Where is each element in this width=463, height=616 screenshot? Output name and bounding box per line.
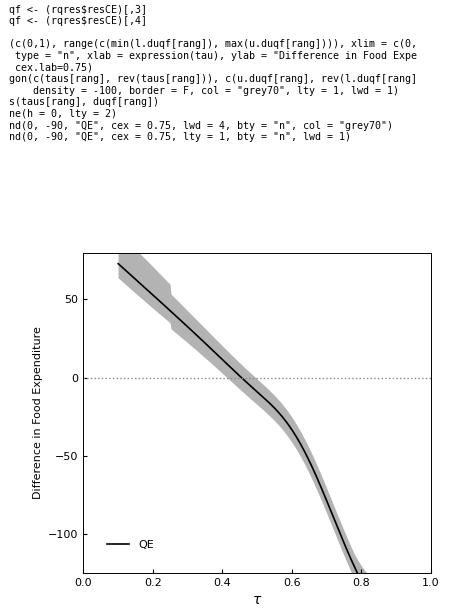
Legend: QE: QE [103,536,158,554]
Y-axis label: Difference in Food Expenditure: Difference in Food Expenditure [32,326,43,499]
X-axis label: τ: τ [253,593,261,607]
Text: qf <- (rqres$resCE)[,3]
qf <- (rqres$resCE)[,4]

(c(0,1), range(c(min(l.duqf[ran: qf <- (rqres$resCE)[,3] qf <- (rqres$res… [9,5,417,142]
